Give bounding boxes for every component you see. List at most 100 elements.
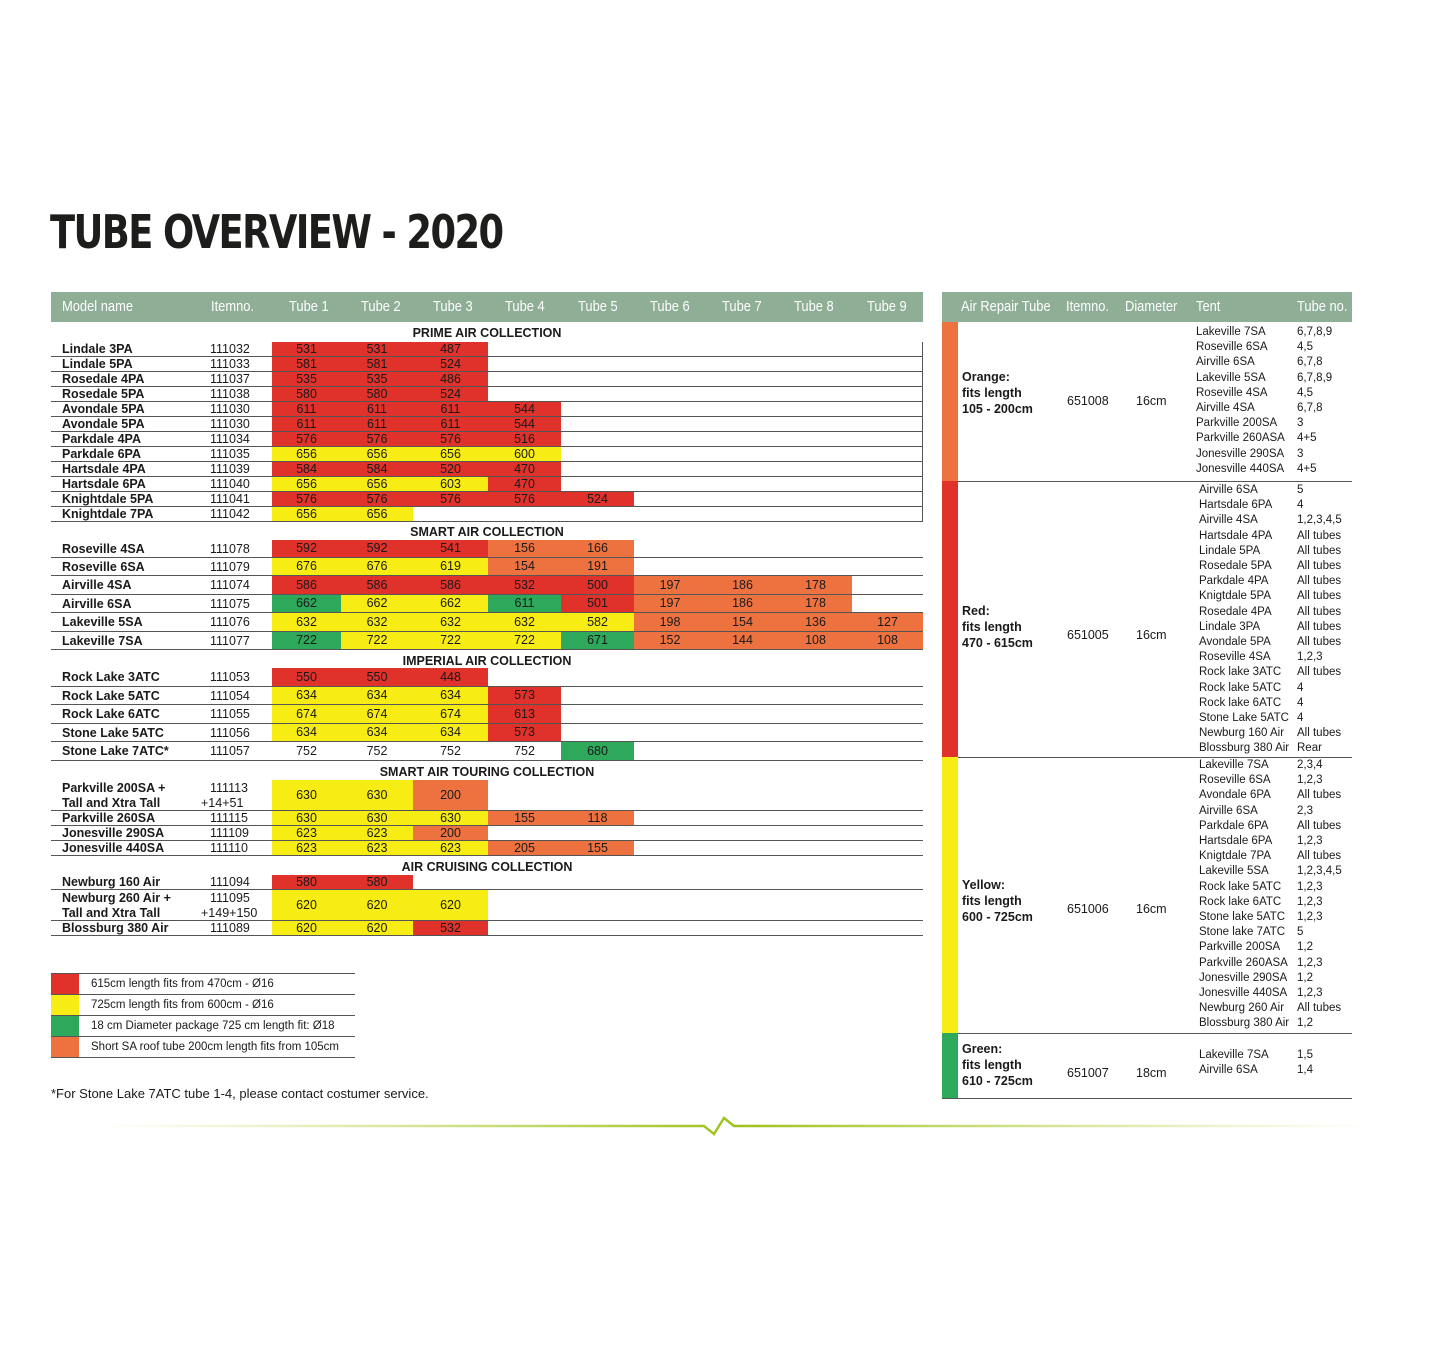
table-row: Airville 6SA 111075 662 662 662 611 501 197 186 1… (51, 595, 923, 613)
item-number: 111078 (210, 542, 250, 556)
tent-name: Parkville 200SA (1196, 417, 1278, 430)
row-divider (51, 935, 923, 936)
tube-numbers: 1,4 (1297, 1064, 1313, 1077)
model-name: Parkville 260SA (62, 811, 156, 825)
row-divider (51, 594, 923, 595)
group-name: Yellow: (962, 878, 1006, 892)
tube-numbers: 1,2,3 (1297, 987, 1323, 999)
tube-cell: 581 (272, 357, 341, 371)
tube-cell: 592 (272, 540, 341, 557)
tube-cell: 722 (488, 632, 561, 649)
tent-name: Knigtdale 7PA (1199, 850, 1272, 863)
tube-numbers: All tubes (1297, 819, 1342, 832)
tube-cell: 532 (413, 921, 488, 935)
row-divider (51, 810, 923, 811)
table-row: Jonesville 440SA 111110 623 623 623 205 155 (51, 841, 923, 856)
tent-name: Airville 6SA (1199, 484, 1258, 496)
tube-numbers: 1,2 (1297, 941, 1313, 954)
model-name: Lindale 3PA (62, 342, 133, 356)
tube-cell: 752 (514, 743, 535, 758)
tube-cell: 487 (413, 342, 488, 356)
row-divider (51, 356, 923, 357)
item-number: 111079 (210, 560, 250, 574)
model-name: Newburg 160 Air (62, 875, 161, 889)
item-number: 111040 (210, 477, 250, 491)
tube-cell: 544 (488, 402, 561, 416)
model-name: Hartsdale 6PA (62, 477, 146, 491)
item-number: 111039 (210, 462, 250, 476)
tent-name: Avondale 6PA (1199, 789, 1271, 802)
tent-name: Lakeville 7SA (1199, 1049, 1269, 1061)
right-table-header: Air Repair Tube Itemno. Diameter Tent Tube n… (942, 292, 1352, 322)
tube-numbers: Rear (1297, 742, 1322, 755)
column-header: Tube 9 (867, 298, 907, 315)
tube-cell: 576 (341, 432, 413, 446)
tube-cell: 611 (341, 417, 413, 431)
table-row: Parkdale 4PA 111034 576 576 576 516 (51, 432, 923, 447)
model-name: Knightdale 7PA (62, 507, 154, 521)
tent-name: Rock lake 5ATC (1199, 880, 1282, 893)
tube-cell: 620 (272, 921, 341, 935)
tube-numbers: All tubes (1297, 1002, 1342, 1015)
tent-name: Hartsdale 4PA (1199, 529, 1273, 542)
tube-cell: 656 (341, 507, 413, 521)
tube-cell: 611 (413, 417, 488, 431)
legend-text: 18 cm Diameter package 725 cm length fit… (91, 1020, 335, 1032)
tube-cell: 634 (272, 687, 341, 704)
tube-cell: 611 (272, 402, 341, 416)
tube-cell: 676 (341, 558, 413, 575)
legend-swatch (51, 1037, 79, 1057)
tube-cell: 680 (561, 742, 634, 760)
column-header: Air Repair Tube (961, 298, 1051, 315)
tent-name: Airville 4SA (1199, 514, 1258, 527)
item-number: 111113 (210, 781, 249, 795)
item-number: 111034 (210, 432, 250, 446)
tube-numbers: 2,3 (1297, 804, 1313, 817)
tube-cell: 620 (341, 921, 413, 935)
table-row: Hartsdale 6PA 111040 656 656 603 470 (51, 477, 923, 492)
tube-cell: 630 (413, 811, 488, 825)
tube-cell: 178 (779, 595, 852, 612)
repair-group: Yellow: fits length 600 - 725cm 651006 16cm (942, 757, 1352, 1034)
tube-cell: 674 (272, 705, 341, 723)
tube-table: PRIME AIR COLLECTION Lindale 3PA 111032 531… (51, 322, 923, 942)
row-divider (51, 491, 923, 492)
tube-cell: 584 (272, 462, 341, 476)
group-item-number: 651006 (1067, 902, 1109, 916)
item-number: 111109 (210, 826, 249, 840)
repair-group: Green: fits length 610 - 725cm 651007 18cm (942, 1033, 1352, 1099)
tube-cell: 611 (272, 417, 341, 431)
table-row: Rosedale 4PA 111037 535 535 486 (51, 372, 923, 387)
tube-cell: 613 (488, 705, 561, 723)
tube-numbers: 4+5 (1297, 432, 1317, 445)
column-header: Tube no. (1297, 298, 1348, 315)
tube-cell: 576 (272, 432, 341, 446)
table-row: Knightdale 5PA 111041 576 576 576 576 524 (51, 492, 923, 507)
column-header: Tube 7 (722, 298, 762, 315)
tent-name: Airville 6SA (1196, 356, 1255, 369)
tent-name: Knigtdale 5PA (1199, 590, 1272, 603)
model-name: Lakeville 5SA (62, 615, 143, 629)
group-diameter: 16cm (1136, 394, 1167, 408)
color-bar (942, 322, 958, 481)
model-name: Parkville 200SA + (62, 781, 166, 795)
item-number: 111038 (210, 387, 250, 401)
tube-cell: 671 (561, 632, 634, 649)
tent-name: Lakeville 5SA (1196, 371, 1266, 384)
tube-numbers: 6,7,8,9 (1297, 371, 1333, 384)
table-row: Parkville 200SA + Tall and Xtra Tall 11111… (51, 780, 923, 811)
tube-cell: 623 (341, 841, 413, 855)
tube-numbers: 6,7,8 (1297, 402, 1323, 414)
tent-name: Roseville 6SA (1199, 774, 1271, 787)
tube-cell: 152 (634, 632, 706, 649)
tube-cell: 576 (413, 492, 488, 506)
tube-cell: 580 (341, 875, 413, 889)
row-divider (51, 840, 923, 841)
tube-numbers: 4 (1297, 499, 1304, 512)
tube-cell: 178 (779, 576, 852, 594)
table-row: Newburg 260 Air + Tall and Xtra Tall 11109… (51, 890, 923, 921)
model-name-line2: Tall and Xtra Tall (62, 906, 161, 920)
tube-numbers: 1,2,3 (1297, 651, 1323, 664)
legend-swatch (51, 1016, 79, 1036)
group-name: Orange: (962, 370, 1010, 384)
